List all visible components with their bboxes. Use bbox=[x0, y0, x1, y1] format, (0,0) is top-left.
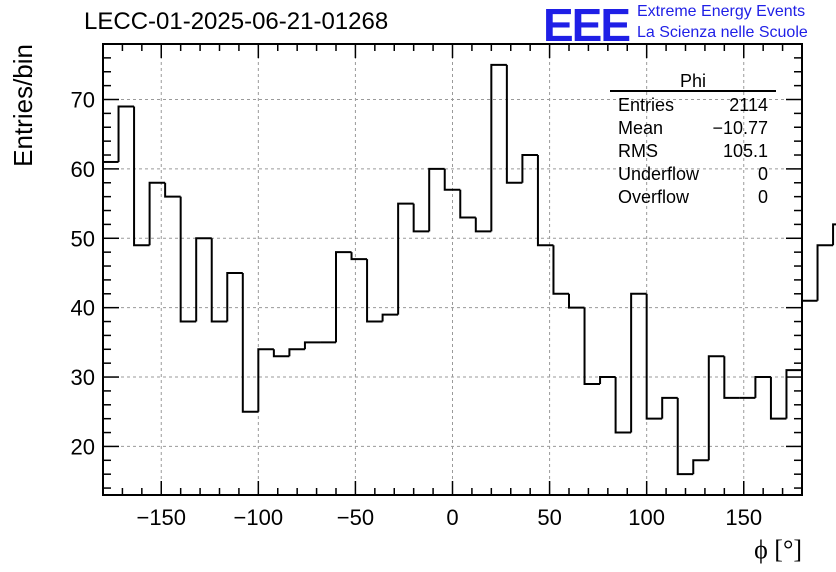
y-tick-label: 60 bbox=[71, 157, 95, 182]
histogram-bin bbox=[133, 106, 150, 247]
stats-value: 2114 bbox=[729, 95, 768, 115]
histogram-bin bbox=[443, 168, 461, 191]
logo-subtitle-line2: La Scienza nelle Scuole bbox=[637, 24, 808, 41]
stats-row-rms: RMS 105.1 bbox=[610, 140, 776, 163]
histogram-bin bbox=[723, 356, 740, 399]
y-tick-label: 40 bbox=[71, 296, 95, 321]
histogram-bin bbox=[536, 155, 554, 247]
histogram-bin bbox=[583, 307, 601, 385]
stats-title: Phi bbox=[610, 72, 776, 92]
stats-label: Overflow bbox=[618, 187, 690, 207]
stats-row-underflow: Underflow 0 bbox=[610, 163, 776, 186]
histogram-bin bbox=[397, 202, 414, 315]
logo-subtitle-line1: Extreme Energy Events bbox=[637, 3, 806, 20]
histogram-bin bbox=[630, 292, 647, 433]
histogram-bin bbox=[335, 251, 352, 343]
y-axis-label: Entries/bin bbox=[8, 44, 38, 167]
histogram-bin bbox=[428, 167, 445, 232]
histogram-bin bbox=[366, 259, 383, 323]
histogram-bin bbox=[350, 252, 368, 261]
chart-title: LECC-01-2025-06-21-01268 bbox=[84, 8, 389, 35]
stats-row-entries: Entries 2114 bbox=[610, 94, 776, 117]
stats-row-overflow: Overflow 0 bbox=[610, 186, 776, 209]
eee-logo: EEE bbox=[543, 0, 631, 51]
histogram-bin bbox=[474, 217, 492, 233]
histogram-bin bbox=[769, 377, 787, 420]
axis-ticks bbox=[102, 43, 803, 495]
stats-value: 0 bbox=[757, 164, 768, 184]
stats-label: RMS bbox=[618, 141, 658, 161]
stats-row-mean: Mean −10.77 bbox=[610, 117, 776, 140]
y-tick-label: 20 bbox=[71, 434, 95, 459]
x-tick-label: 0 bbox=[446, 505, 458, 530]
histogram-bin bbox=[552, 245, 569, 295]
histogram-bin bbox=[412, 203, 430, 233]
y-tick-label: 50 bbox=[71, 226, 95, 251]
histogram-bin bbox=[754, 376, 771, 398]
x-tick-label: 100 bbox=[628, 505, 665, 530]
histogram-bin bbox=[801, 299, 818, 371]
histogram-bin bbox=[816, 244, 834, 301]
stats-value: 105.1 bbox=[722, 141, 768, 161]
histogram-bin bbox=[676, 397, 694, 476]
histogram-bin bbox=[645, 293, 663, 420]
histogram-bin bbox=[164, 182, 181, 198]
histogram-bin bbox=[785, 369, 802, 419]
x-tick-label: 150 bbox=[725, 505, 762, 530]
histogram-bin bbox=[288, 348, 305, 357]
stats-label: Entries bbox=[618, 95, 675, 115]
histogram-bin bbox=[179, 196, 197, 323]
stats-box: Phi Entries 2114 Mean −10.77 RMS 105.1 U… bbox=[610, 72, 776, 209]
histogram-bin bbox=[521, 154, 538, 183]
x-tick-label: −150 bbox=[136, 505, 186, 530]
histogram-bin bbox=[505, 64, 523, 184]
histogram-bin bbox=[117, 105, 135, 162]
histogram-bin bbox=[614, 377, 632, 434]
histogram-bin bbox=[210, 238, 228, 323]
stats-value: −10.77 bbox=[712, 118, 768, 138]
x-tick-label: −50 bbox=[337, 505, 374, 530]
histogram-bin bbox=[303, 341, 321, 350]
histogram-bin bbox=[381, 313, 399, 322]
histogram-bin bbox=[707, 355, 725, 461]
x-tick-label: 50 bbox=[537, 505, 561, 530]
histogram-bin bbox=[661, 396, 678, 419]
stats-label: Mean bbox=[618, 118, 664, 138]
histogram-bin bbox=[568, 293, 585, 309]
histogram-bin bbox=[692, 459, 709, 475]
histogram-bin bbox=[241, 272, 259, 413]
tick-labels: −150 −100 −50 0 50 100 150 20 30 40 50 60 70 bbox=[71, 88, 763, 530]
histogram-bin bbox=[257, 348, 274, 412]
histogram-bin bbox=[832, 223, 836, 246]
histogram-bin bbox=[226, 271, 243, 322]
grid-lines bbox=[103, 44, 802, 495]
histogram-bin bbox=[272, 349, 290, 358]
y-tick-label: 70 bbox=[71, 88, 95, 113]
histogram-bin bbox=[459, 189, 476, 219]
histogram-bin bbox=[599, 376, 616, 384]
stats-value: 0 bbox=[757, 187, 768, 207]
histogram-bin bbox=[195, 237, 212, 322]
stats-label: Underflow bbox=[618, 164, 700, 184]
histogram-bin bbox=[148, 181, 166, 246]
histogram-series bbox=[103, 63, 836, 476]
y-tick-label: 30 bbox=[71, 365, 95, 390]
x-axis-label: ϕ [°] bbox=[754, 535, 802, 564]
histogram-bin bbox=[490, 63, 507, 232]
x-tick-label: −100 bbox=[234, 505, 284, 530]
